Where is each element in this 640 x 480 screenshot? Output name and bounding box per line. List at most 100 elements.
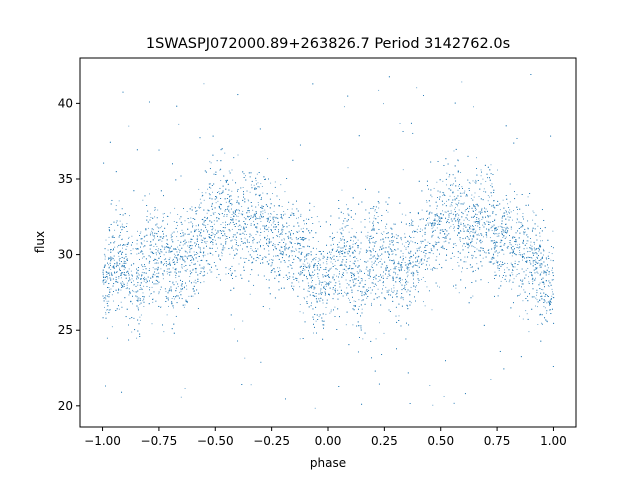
- data-point: [395, 272, 397, 274]
- data-point: [140, 277, 142, 279]
- data-point: [511, 255, 513, 257]
- data-point: [385, 286, 387, 288]
- data-point: [143, 280, 145, 282]
- data-point: [454, 198, 456, 200]
- data-point: [105, 239, 107, 241]
- data-point: [393, 287, 395, 289]
- data-point: [511, 248, 512, 250]
- data-point: [104, 282, 106, 283]
- data-point: [238, 212, 240, 214]
- data-point: [281, 231, 283, 233]
- data-point: [449, 227, 451, 229]
- data-point: [327, 283, 329, 285]
- data-point: [337, 289, 339, 291]
- data-point: [130, 250, 132, 251]
- data-point: [533, 212, 535, 214]
- data-point: [151, 230, 153, 232]
- data-point: [427, 222, 429, 224]
- data-point: [533, 279, 535, 281]
- data-point: [355, 237, 357, 239]
- data-point: [426, 286, 428, 288]
- data-point: [133, 284, 135, 286]
- data-point: [374, 209, 376, 211]
- data-point: [163, 331, 165, 333]
- data-point: [514, 253, 516, 255]
- data-point: [288, 235, 289, 237]
- data-point: [487, 195, 489, 197]
- data-point: [427, 258, 429, 260]
- data-point: [498, 251, 500, 253]
- data-point: [188, 241, 190, 243]
- data-point: [122, 247, 123, 249]
- data-point: [393, 284, 395, 286]
- data-point: [541, 271, 543, 273]
- data-point: [246, 224, 248, 226]
- data-point: [106, 309, 108, 310]
- data-point: [371, 302, 372, 304]
- data-point: [344, 245, 346, 246]
- data-point: [332, 256, 334, 258]
- data-point: [210, 248, 212, 249]
- data-point: [458, 200, 460, 202]
- data-point: [418, 247, 420, 249]
- data-point: [179, 291, 181, 293]
- data-point: [395, 277, 397, 279]
- data-point: [140, 231, 142, 233]
- data-point: [405, 249, 407, 250]
- data-point: [478, 249, 480, 251]
- data-point: [510, 228, 512, 230]
- data-point: [380, 232, 382, 234]
- data-point: [324, 294, 326, 296]
- data-point: [310, 277, 312, 279]
- data-point: [332, 248, 334, 250]
- data-point: [413, 273, 415, 275]
- data-point: [111, 257, 113, 259]
- data-point: [290, 232, 292, 234]
- data-point: [129, 215, 130, 217]
- data-point: [339, 253, 341, 255]
- data-point: [516, 218, 518, 220]
- data-point: [210, 187, 212, 189]
- data-point: [541, 264, 543, 266]
- data-point: [123, 260, 125, 262]
- data-point: [405, 272, 407, 274]
- data-point: [433, 222, 435, 224]
- data-point: [111, 326, 113, 328]
- data-point: [207, 224, 209, 225]
- data-point: [548, 272, 550, 274]
- data-point: [453, 230, 455, 232]
- data-point: [502, 237, 504, 238]
- data-point: [160, 307, 161, 308]
- data-point: [169, 212, 171, 214]
- data-point: [132, 303, 133, 305]
- data-point: [486, 236, 488, 238]
- data-point: [367, 235, 369, 237]
- data-point: [216, 220, 218, 222]
- data-point: [174, 207, 176, 209]
- data-point: [216, 220, 218, 222]
- data-point: [132, 248, 134, 250]
- data-point: [273, 216, 275, 218]
- data-point: [308, 287, 310, 289]
- data-point: [274, 244, 276, 246]
- data-point: [410, 240, 412, 242]
- data-point: [173, 253, 175, 255]
- data-point: [366, 297, 368, 299]
- data-point: [164, 248, 166, 250]
- data-point: [259, 234, 261, 236]
- data-point: [226, 216, 228, 217]
- data-point: [152, 234, 154, 236]
- data-point: [490, 379, 492, 380]
- data-point: [424, 256, 426, 258]
- data-point: [512, 252, 514, 254]
- data-point: [131, 289, 133, 291]
- data-point: [139, 319, 141, 321]
- data-point: [238, 209, 240, 211]
- data-point: [491, 225, 493, 227]
- data-point: [526, 247, 528, 249]
- data-point: [368, 287, 370, 289]
- data-point: [516, 194, 518, 196]
- data-point: [267, 244, 269, 246]
- data-point: [131, 235, 133, 237]
- data-point: [527, 240, 529, 242]
